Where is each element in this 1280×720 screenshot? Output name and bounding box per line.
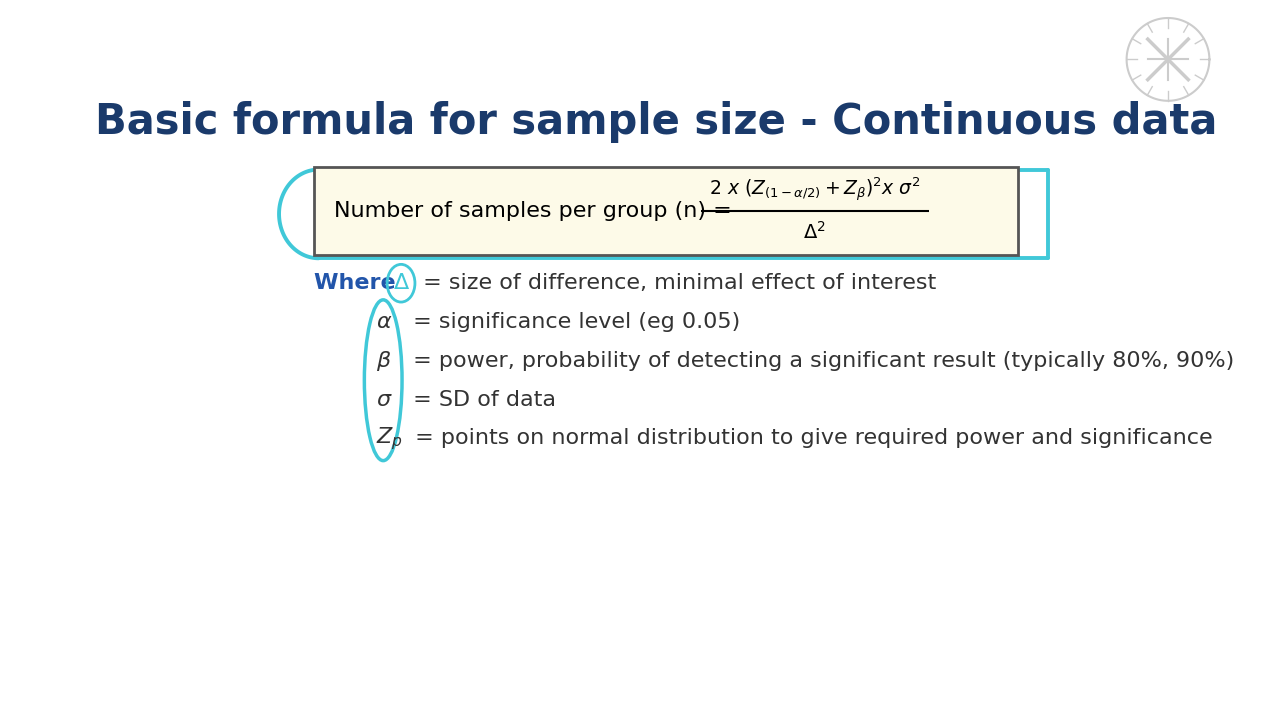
Text: $\sigma$: $\sigma$: [376, 390, 393, 410]
Text: $\alpha$: $\alpha$: [376, 312, 393, 332]
Text: Number of samples per group (n) =: Number of samples per group (n) =: [334, 201, 739, 221]
Text: $2\ x\ (Z_{(1-\alpha/2)}+Z_{\beta})^{2}x\ \sigma^{2}$: $2\ x\ (Z_{(1-\alpha/2)}+Z_{\beta})^{2}x…: [709, 176, 920, 204]
Text: $\Delta$: $\Delta$: [393, 273, 410, 293]
Text: $\Delta^{2}$: $\Delta^{2}$: [804, 221, 826, 243]
Text: = points on normal distribution to give required power and significance: = points on normal distribution to give …: [408, 428, 1212, 449]
FancyBboxPatch shape: [314, 167, 1018, 256]
Text: = significance level (eg 0.05): = significance level (eg 0.05): [406, 312, 740, 332]
Text: $\beta$: $\beta$: [376, 348, 392, 373]
Text: Where: Where: [314, 273, 403, 293]
Text: = SD of data: = SD of data: [406, 390, 556, 410]
Text: = power, probability of detecting a significant result (typically 80%, 90%): = power, probability of detecting a sign…: [406, 351, 1234, 371]
Text: = size of difference, minimal effect of interest: = size of difference, minimal effect of …: [416, 273, 936, 293]
Text: $Z_{p}$: $Z_{p}$: [376, 425, 403, 452]
Text: Basic formula for sample size - Continuous data: Basic formula for sample size - Continuo…: [95, 102, 1217, 143]
